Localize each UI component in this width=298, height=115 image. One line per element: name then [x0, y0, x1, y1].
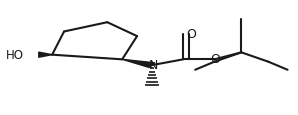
Text: O: O — [186, 27, 196, 40]
Text: O: O — [210, 53, 221, 66]
Text: N: N — [149, 59, 158, 71]
Polygon shape — [39, 53, 52, 58]
Text: HO: HO — [6, 49, 24, 62]
Polygon shape — [122, 60, 155, 68]
